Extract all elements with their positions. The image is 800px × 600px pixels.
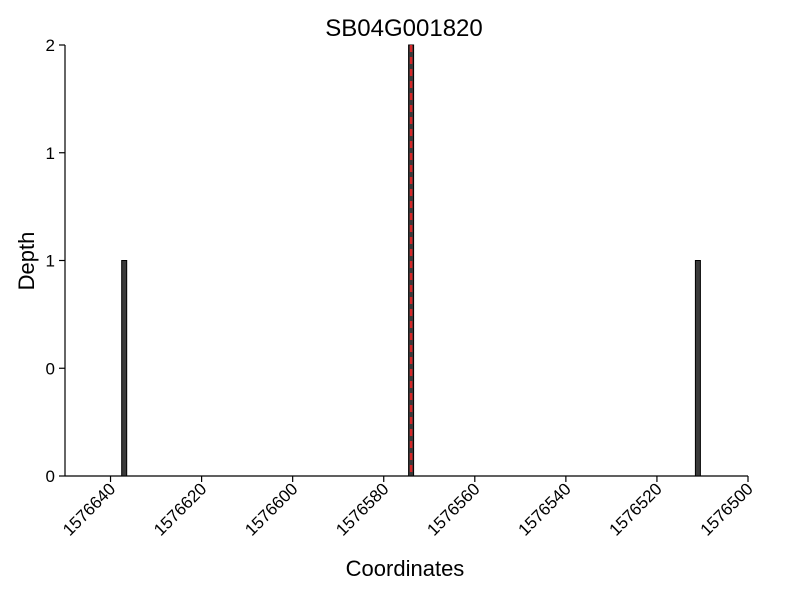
bar-2 — [694, 260, 701, 477]
x-ticks: 1576640 1576620 1576600 1576580 1576560 15765… — [59, 476, 757, 540]
x-tick-label-3: 1576580 — [332, 479, 392, 539]
x-tick-label-4: 1576560 — [423, 479, 483, 539]
y-tick-label-4: 2 — [46, 36, 55, 55]
x-tick-label-7: 1576500 — [697, 479, 757, 539]
y-axis-label: Depth — [14, 232, 39, 291]
y-ticks: 0 0 1 1 2 — [46, 36, 65, 486]
y-tick-label-0: 0 — [46, 467, 55, 486]
x-tick-label-1: 1576620 — [150, 479, 210, 539]
y-tick-label-3: 1 — [46, 144, 55, 163]
y-tick-label-1: 0 — [46, 359, 55, 378]
chart-title: SB04G001820 — [325, 15, 482, 42]
x-tick-label-2: 1576600 — [241, 479, 301, 539]
x-axis-label: Coordinates — [346, 556, 465, 581]
axes — [64, 45, 748, 477]
bar-0 — [121, 260, 128, 477]
y-tick-label-2: 1 — [46, 252, 55, 271]
x-tick-label-6: 1576520 — [605, 479, 665, 539]
x-tick-label-0: 1576640 — [59, 479, 119, 539]
bars — [121, 44, 701, 477]
x-tick-label-5: 1576540 — [514, 479, 574, 539]
